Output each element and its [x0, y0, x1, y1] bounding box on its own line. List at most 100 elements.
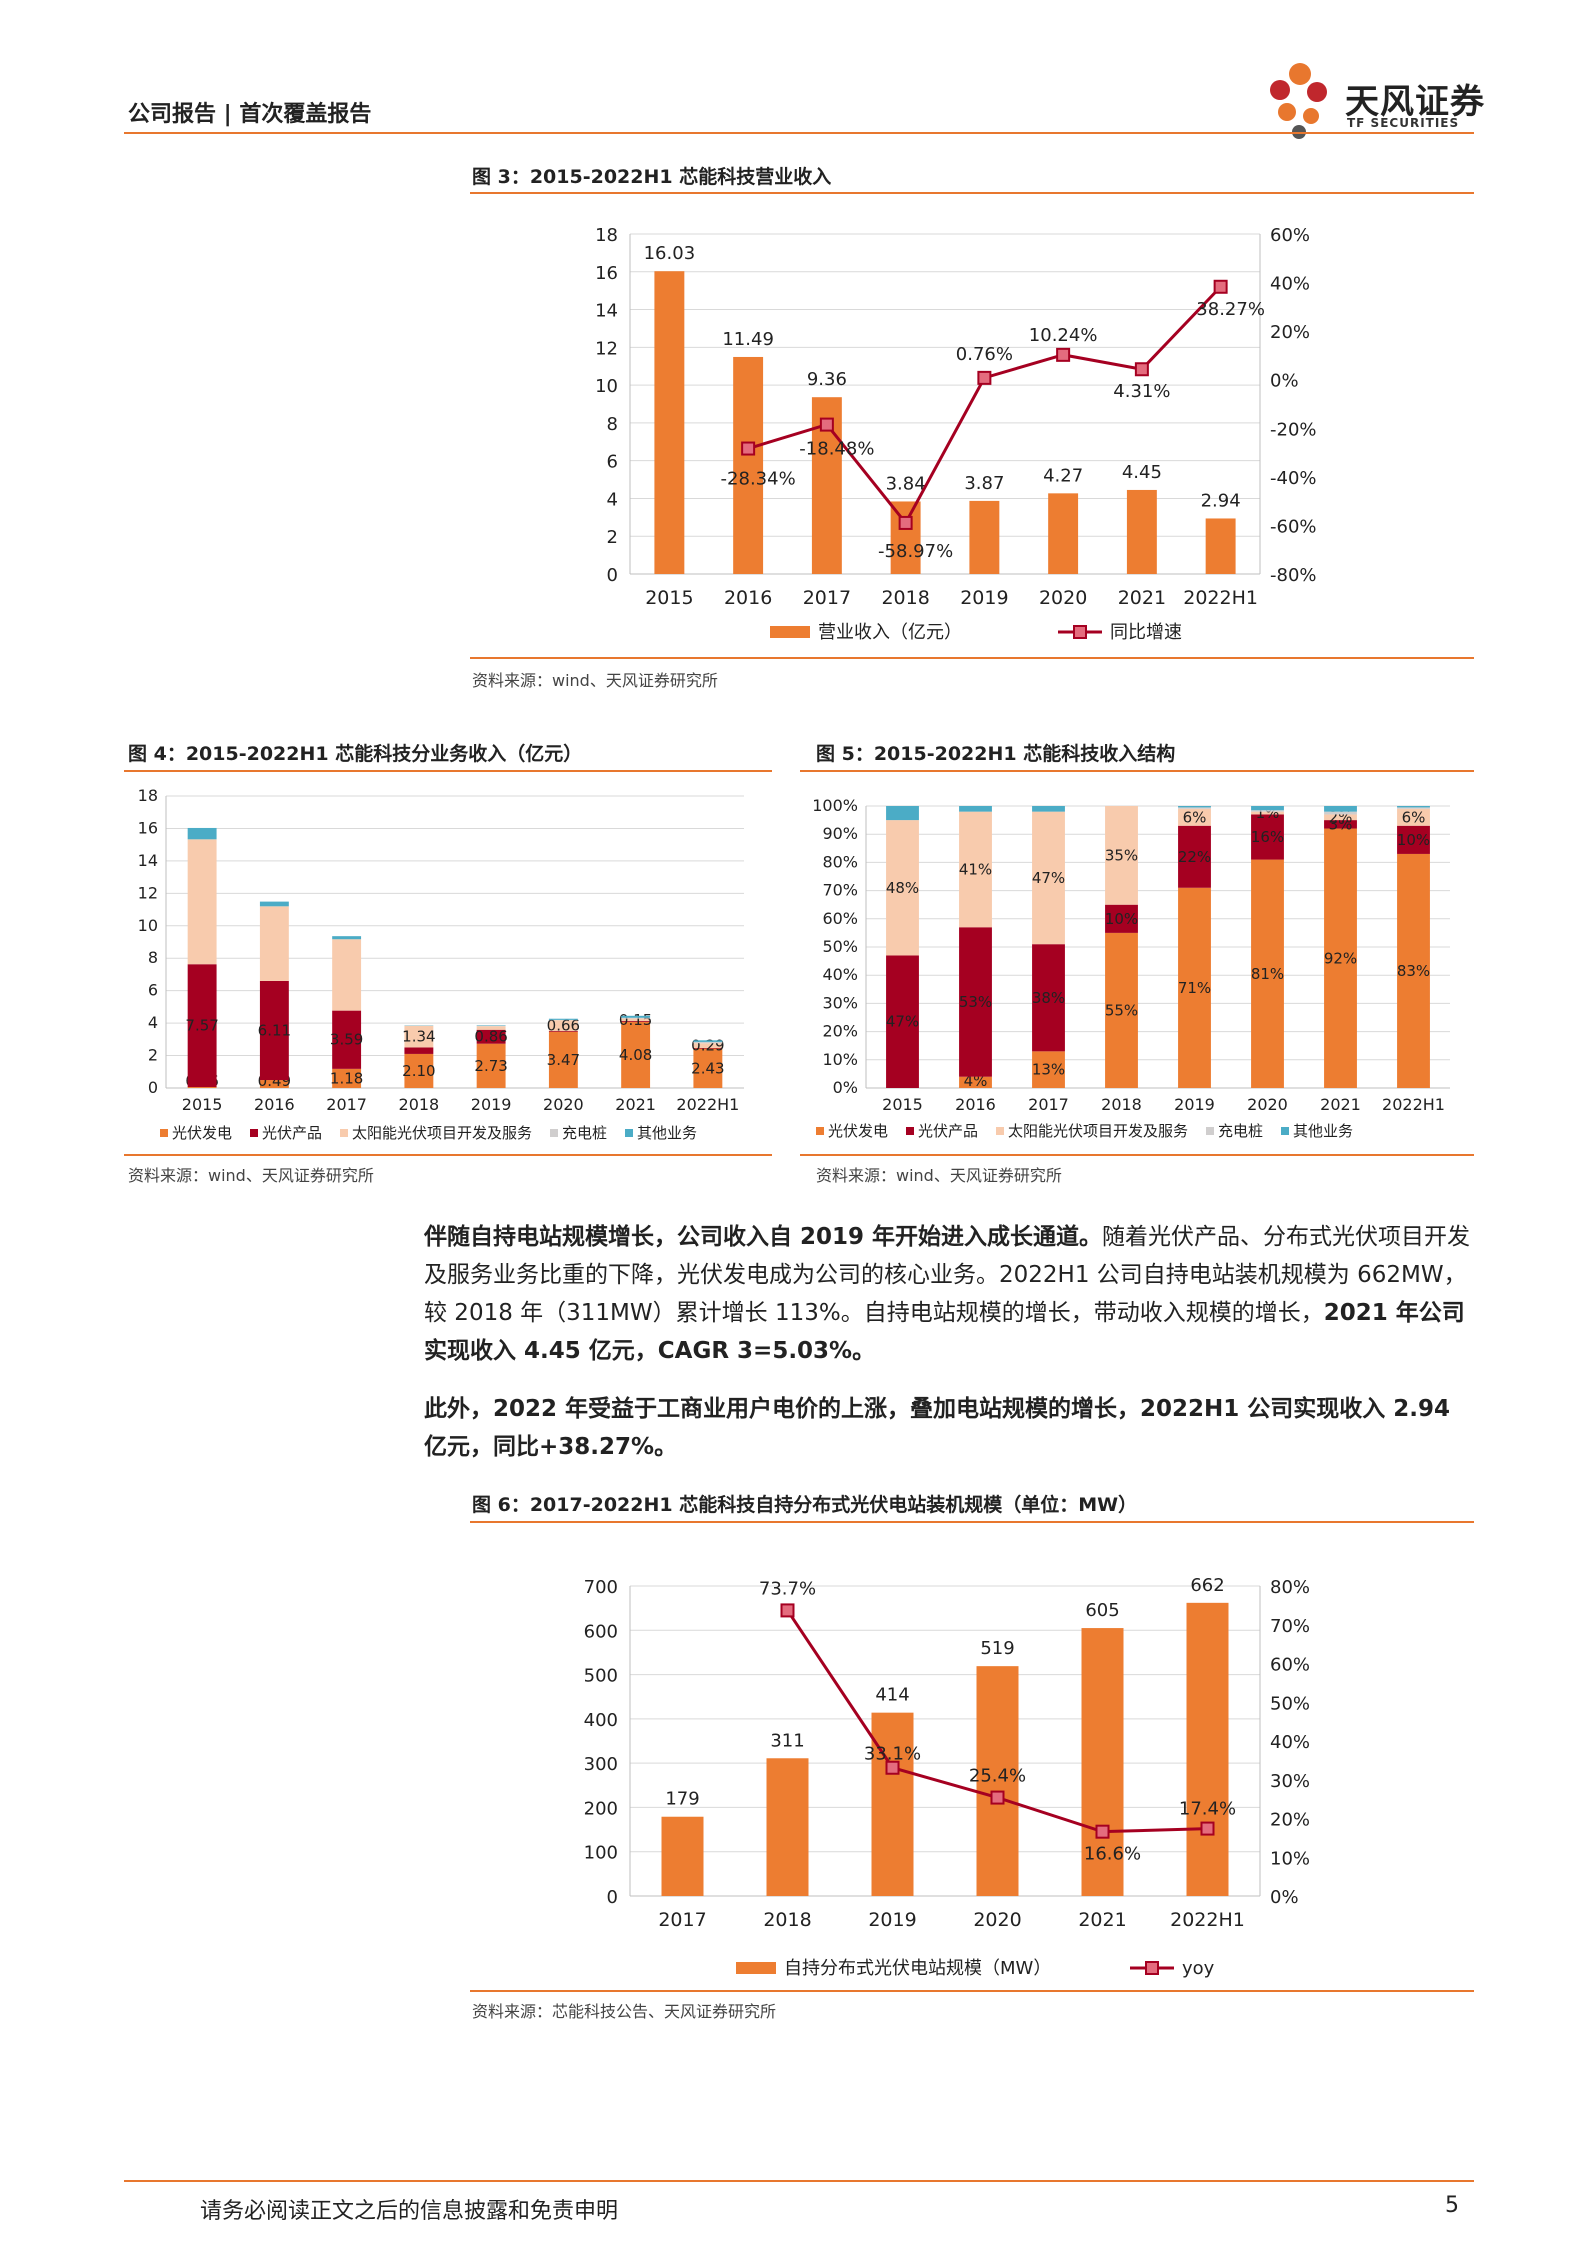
stack-segment: [404, 1025, 434, 1048]
segment-data-label: 81%: [1251, 965, 1284, 983]
fig6-rule: [470, 1521, 1474, 1523]
y-tick-label: 8: [148, 948, 158, 967]
stack-segment: [621, 1021, 651, 1022]
right-tick-label: 80%: [1270, 1577, 1310, 1598]
bar: [733, 356, 764, 574]
right-tick-label: 40%: [1270, 1732, 1310, 1753]
segment-data-label: 38%: [1032, 989, 1065, 1007]
segment-data-label: 13%: [1032, 1061, 1065, 1079]
y-tick-label: 14: [138, 851, 158, 870]
stack-segment: [332, 1010, 362, 1069]
stack-segment: [187, 1087, 217, 1088]
line-data-label: 10.24%: [1029, 325, 1098, 346]
x-tick-label: 2016: [254, 1095, 295, 1114]
x-tick-label: 2019: [471, 1095, 512, 1114]
right-tick-label: -80%: [1270, 565, 1317, 586]
line-point: [898, 515, 913, 530]
y-tick-label: 10: [138, 916, 158, 935]
fig6-chart: 0 100 200 300 400 500 600 700 0% 10% 20% 30% 40% 50% 6…: [584, 1575, 1310, 1979]
line-data-label: -58.97%: [878, 541, 953, 562]
stack-segment: [1397, 825, 1430, 854]
stack-segment: [1178, 887, 1211, 1088]
stack-segment: [1032, 806, 1065, 812]
bar-data-label: 4.27: [1043, 465, 1083, 486]
fig4-source: 资料来源：wind、天风证券研究所: [128, 1166, 374, 1185]
x-tick-label: 2022H1: [1382, 1095, 1445, 1114]
legend-swatch: [996, 1127, 1004, 1135]
legend-label: 其他业务: [1293, 1122, 1353, 1140]
legend-swatch-marker: [1145, 1961, 1159, 1975]
x-tick-label: 2019: [960, 587, 1008, 609]
legend-label: 太阳能光伏项目开发及服务: [1008, 1122, 1188, 1140]
segment-data-label: 16%: [1251, 828, 1284, 846]
stack-segment: [959, 927, 992, 1077]
line-point: [741, 441, 756, 456]
right-tick-label: -20%: [1270, 419, 1317, 440]
stack-segment: [621, 1017, 651, 1019]
stack-segment: [1324, 811, 1357, 815]
legend-swatch: [1206, 1127, 1214, 1135]
stack-segment: [404, 1053, 434, 1088]
segment-data-label: 47%: [886, 1013, 919, 1031]
stack-segment: [1032, 944, 1065, 1052]
stack-segment: [548, 1020, 578, 1031]
x-tick-label: 2021: [1078, 1909, 1126, 1931]
y-tick-label: 40%: [822, 965, 858, 984]
brand-subtitle: TF SECURITIES: [1347, 116, 1460, 130]
stack-segment: [1032, 811, 1065, 945]
line-data-label: 4.31%: [1113, 381, 1170, 402]
legend-label: 自持分布式光伏电站规模（MW）: [784, 1958, 1051, 1979]
x-tick-label: 2022H1: [1183, 587, 1258, 609]
x-tick-label: 2015: [645, 587, 693, 609]
segment-data-label: 53%: [959, 993, 992, 1011]
bar: [976, 1666, 1019, 1896]
segment-data-label: 41%: [959, 860, 992, 878]
line-point: [1213, 279, 1228, 294]
line-point: [990, 1790, 1005, 1805]
y-tick-label: 30%: [822, 993, 858, 1012]
paragraph-2-lead: 此外，2022 年受益于工商业用户电价的上涨，叠加电站规模的增长，2022H1 …: [424, 1396, 1451, 1460]
bar: [1126, 489, 1157, 574]
line-data-label: -18.48%: [799, 439, 874, 460]
legend-swatch: [160, 1129, 168, 1137]
bar-data-label: 311: [770, 1730, 804, 1751]
header-rule: [124, 132, 1474, 134]
fig6-source: 资料来源：芯能科技公告、天风证券研究所: [472, 2002, 777, 2021]
line-point: [1134, 362, 1149, 377]
x-tick-label: 2020: [543, 1095, 584, 1114]
segment-data-label: 0.15: [619, 1011, 652, 1029]
line-data-label: 73.7%: [759, 1578, 816, 1599]
segment-data-label: 10%: [1105, 910, 1138, 928]
y-tick-label: 10%: [822, 1050, 858, 1069]
stack-segment: [476, 1026, 506, 1030]
x-tick-label: 2021: [1320, 1095, 1361, 1114]
stack-segment: [259, 980, 289, 1081]
segment-data-label: 1.18: [330, 1069, 363, 1087]
legend-label: 光伏发电: [828, 1122, 888, 1140]
stack-segment: [1178, 807, 1211, 809]
stack-segment: [259, 906, 289, 981]
bar: [1186, 1602, 1229, 1896]
x-tick-label: 2020: [973, 1909, 1021, 1931]
left-tick-label: 8: [607, 414, 618, 435]
stack-segment: [259, 1080, 289, 1088]
stack-segment: [1251, 810, 1284, 812]
fig6-title: 图 6：2017-2022H1 芯能科技自持分布式光伏电站装机规模（单位：MW）: [472, 1494, 1138, 1516]
segment-data-label: 48%: [886, 879, 919, 897]
x-tick-label: 2021: [615, 1095, 656, 1114]
left-tick-label: 600: [584, 1621, 618, 1642]
stack-segment: [693, 1047, 723, 1049]
line-point: [1200, 1821, 1215, 1836]
stack-segment: [1032, 1051, 1065, 1088]
y-tick-label: 100%: [812, 796, 858, 815]
y-tick-label: 0: [148, 1078, 158, 1097]
stack-segment: [476, 1043, 506, 1088]
legend-label: yoy: [1182, 1958, 1215, 1979]
stack-segment: [1178, 806, 1211, 808]
stack-segment: [1397, 807, 1430, 809]
segment-data-label: 35%: [1105, 846, 1138, 864]
brand-name: 天风证券: [1345, 82, 1485, 122]
stack-segment: [187, 827, 217, 840]
left-tick-label: 16: [595, 263, 618, 284]
left-tick-label: 0: [607, 565, 618, 586]
